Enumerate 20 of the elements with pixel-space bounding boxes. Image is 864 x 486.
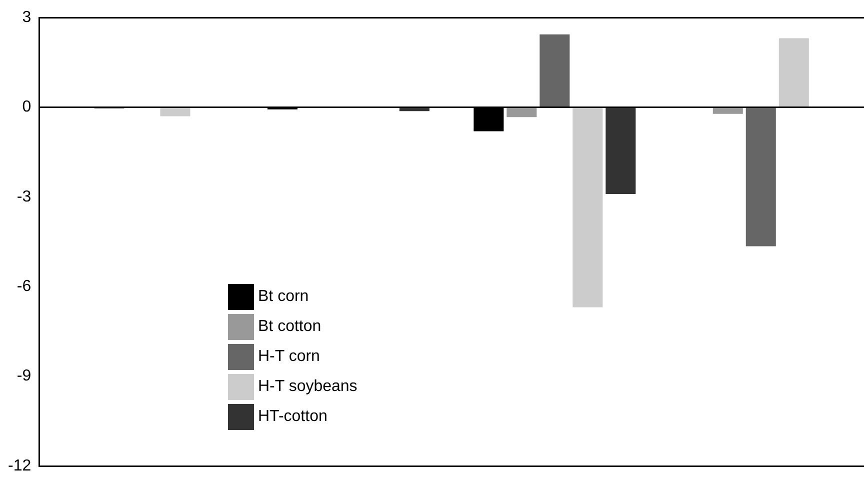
bar <box>606 108 636 194</box>
legend-label: H-T soybeans <box>258 378 358 396</box>
y-tick-label: -3 <box>16 188 32 206</box>
bar <box>540 34 570 107</box>
bar <box>399 108 430 112</box>
y-tick-label: 0 <box>22 98 32 116</box>
bar <box>160 108 190 116</box>
y-tick-label: -12 <box>8 457 32 474</box>
bar <box>778 38 809 107</box>
legend-label: Bt cotton <box>258 318 322 336</box>
legend-label: Bt corn <box>258 288 309 306</box>
bar <box>746 108 776 246</box>
bar <box>712 108 743 114</box>
y-tick-label: -9 <box>16 368 32 385</box>
bar <box>506 108 537 118</box>
bar <box>572 108 603 308</box>
y-tick-label: 3 <box>22 9 32 26</box>
y-tick-label: -6 <box>16 278 32 296</box>
legend-label: HT-cotton <box>258 408 328 426</box>
legend-label: H-T corn <box>258 348 320 366</box>
